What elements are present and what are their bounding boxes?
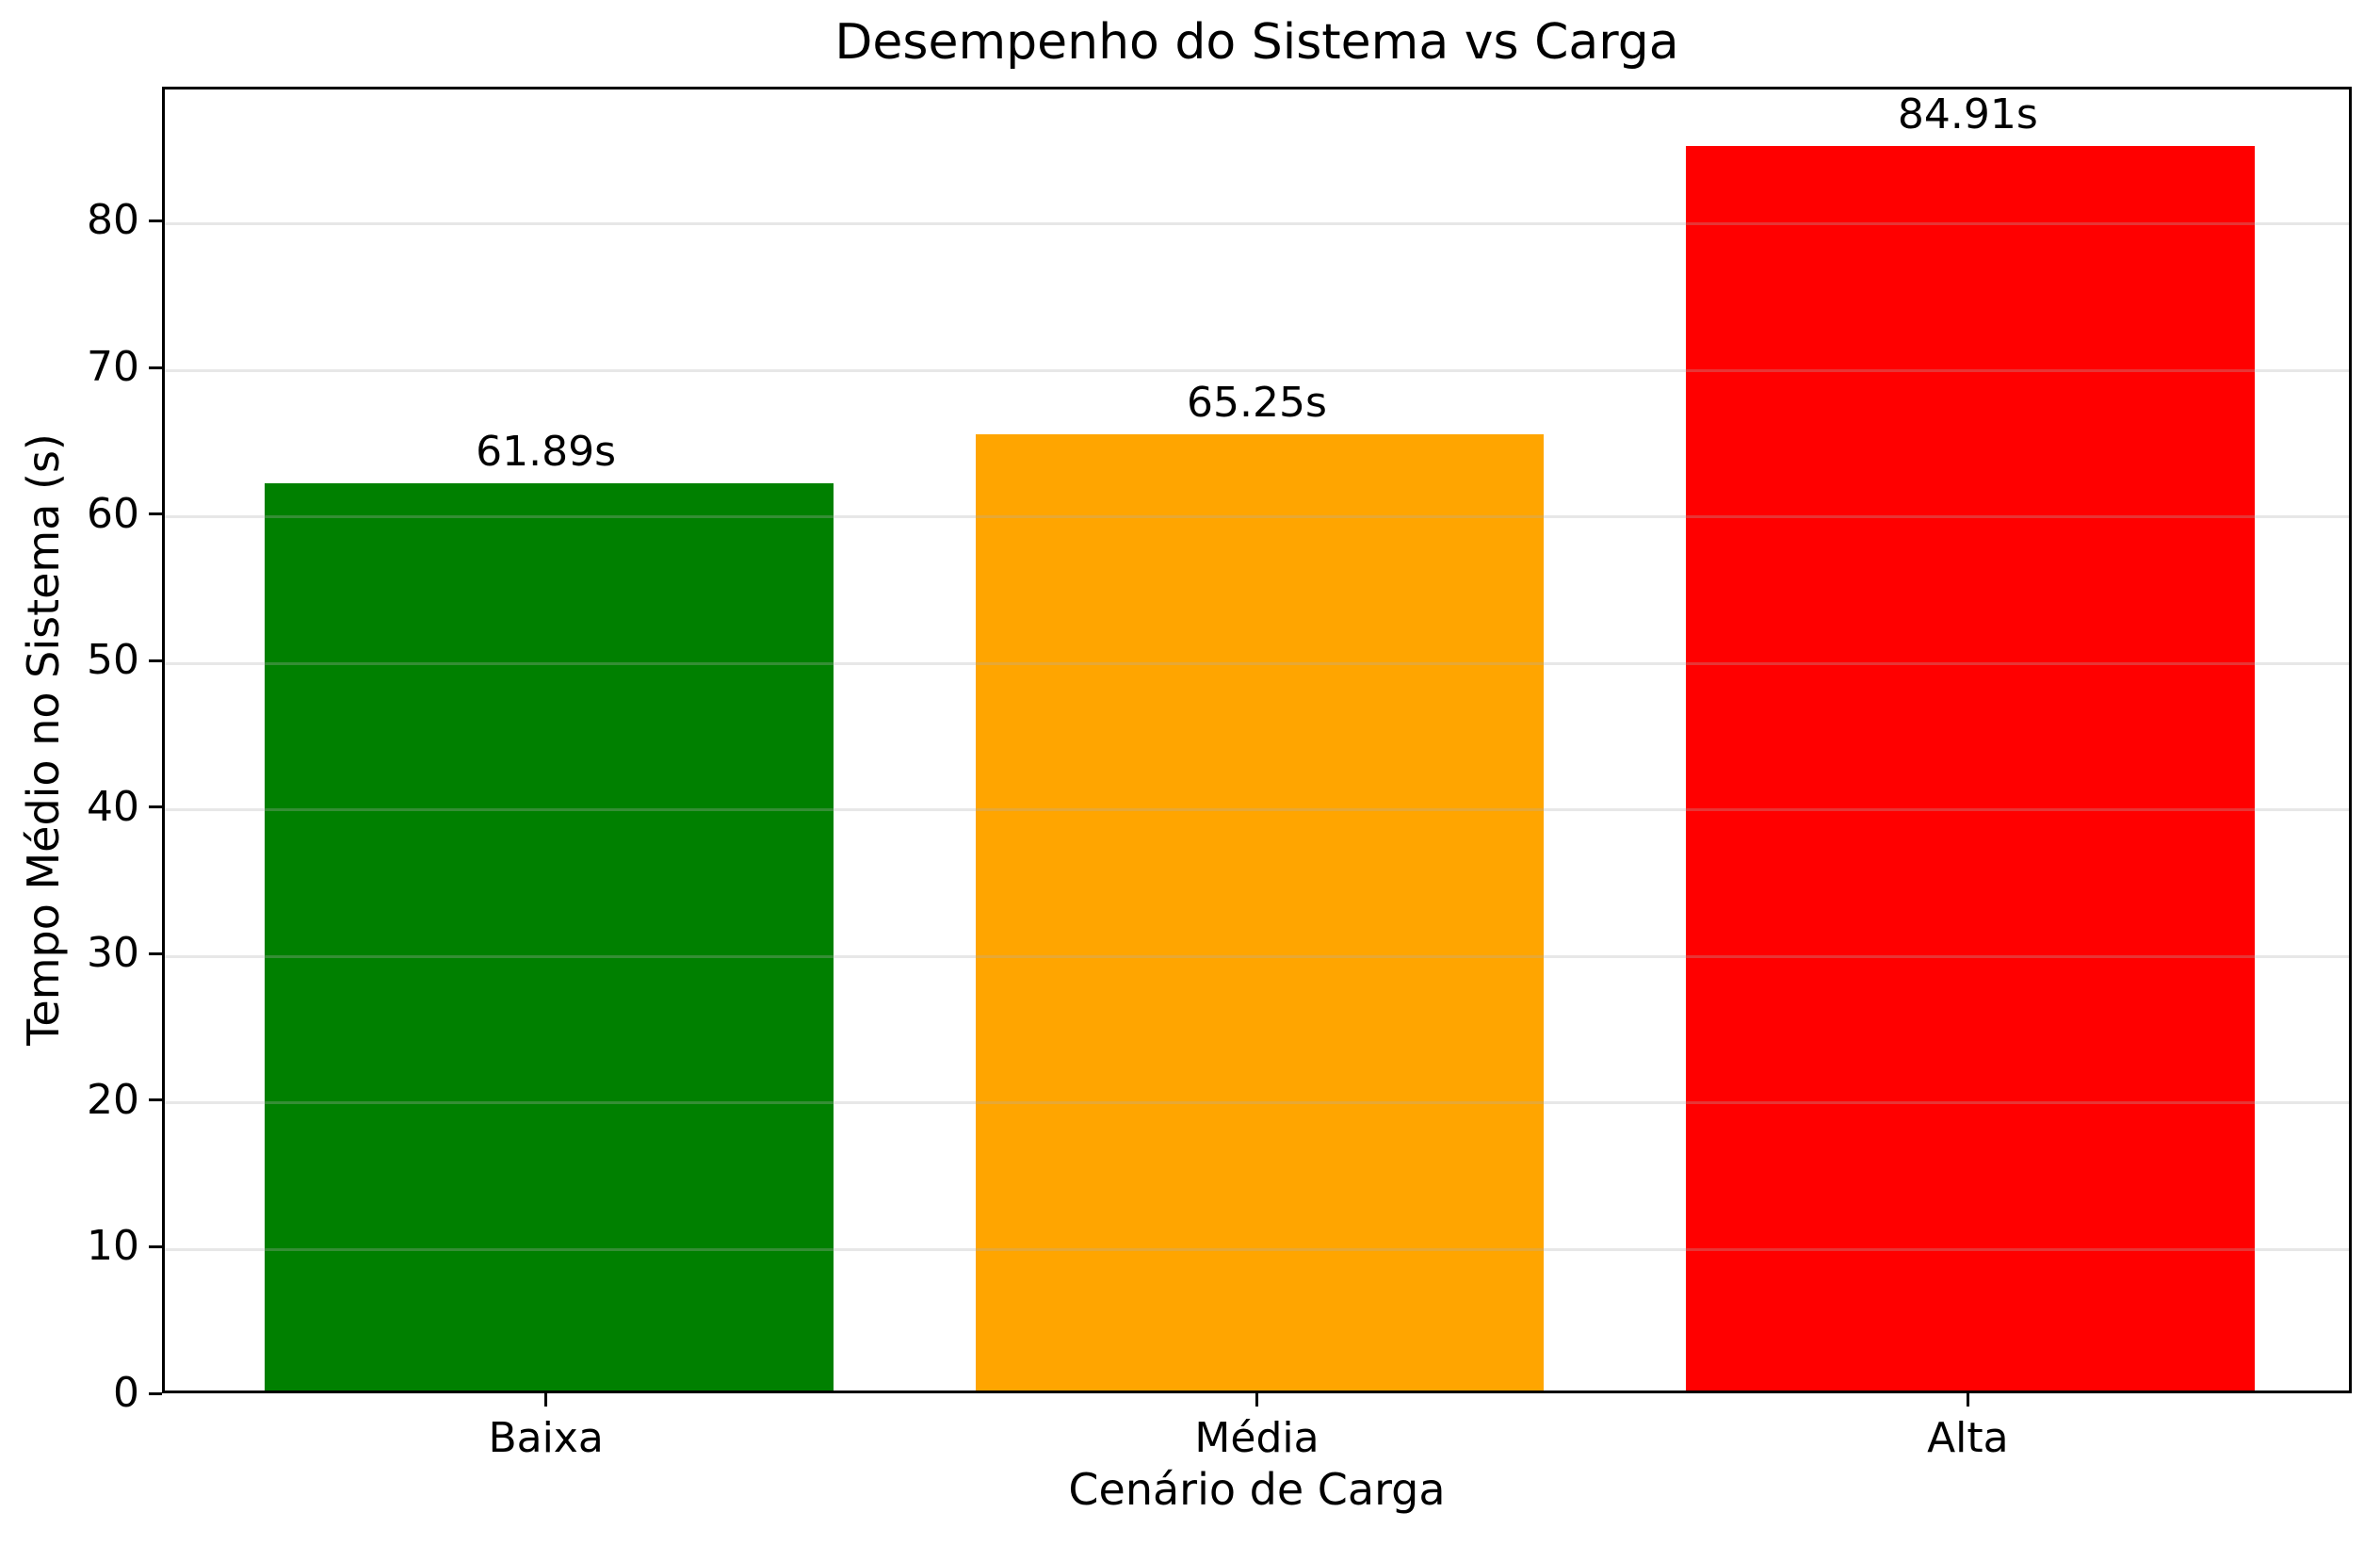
bar-value-label-alta: 84.91s <box>1897 90 2038 139</box>
y-tick-label-40: 40 <box>87 782 139 831</box>
plot-area <box>162 87 2352 1393</box>
bar-alta <box>1686 146 2256 1390</box>
y-tick-mark-50 <box>149 659 162 662</box>
y-tick-mark-20 <box>149 1098 162 1102</box>
y-tick-label-20: 20 <box>87 1075 139 1124</box>
y-tick-label-80: 80 <box>87 196 139 245</box>
y-tick-mark-40 <box>149 805 162 809</box>
y-tick-mark-80 <box>149 219 162 222</box>
x-tick-label-média: Média <box>1194 1414 1320 1462</box>
x-tick-mark-alta <box>1966 1393 1969 1407</box>
y-tick-mark-30 <box>149 951 162 955</box>
y-tick-label-30: 30 <box>87 929 139 978</box>
y-tick-label-70: 70 <box>87 343 139 392</box>
y-tick-mark-0 <box>149 1391 162 1395</box>
y-tick-mark-10 <box>149 1244 162 1248</box>
x-axis-label: Cenário de Carga <box>1068 1464 1446 1515</box>
y-tick-label-10: 10 <box>87 1222 139 1271</box>
x-tick-mark-média <box>1255 1393 1258 1407</box>
x-tick-label-alta: Alta <box>1927 1414 2009 1462</box>
y-tick-label-50: 50 <box>87 636 139 685</box>
y-tick-label-60: 60 <box>87 489 139 538</box>
bar-value-label-média: 65.25s <box>1187 378 1327 427</box>
bar-value-label-baixa: 61.89s <box>476 428 617 477</box>
y-axis-label: Tempo Médio no Sistema (s) <box>18 433 69 1046</box>
x-tick-label-baixa: Baixa <box>488 1414 604 1462</box>
y-tick-mark-60 <box>149 512 162 516</box>
y-tick-label-0: 0 <box>113 1369 139 1417</box>
chart-title: Desempenho do Sistema vs Carga <box>834 14 1679 71</box>
bar-baixa <box>264 483 834 1390</box>
bar-média <box>975 433 1545 1390</box>
y-tick-mark-70 <box>149 366 162 369</box>
x-tick-mark-baixa <box>544 1393 548 1407</box>
